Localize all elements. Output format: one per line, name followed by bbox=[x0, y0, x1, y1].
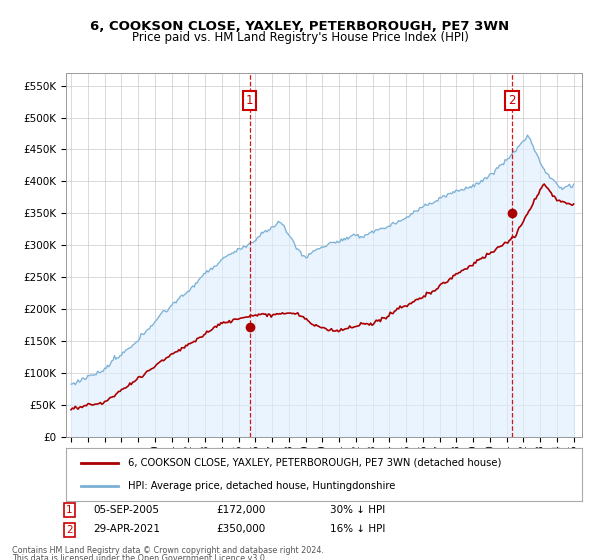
Text: 29-APR-2021: 29-APR-2021 bbox=[93, 524, 160, 534]
Text: 1: 1 bbox=[246, 94, 254, 106]
Text: 2: 2 bbox=[508, 94, 516, 106]
Text: 16% ↓ HPI: 16% ↓ HPI bbox=[330, 524, 385, 534]
Text: 30% ↓ HPI: 30% ↓ HPI bbox=[330, 505, 385, 515]
Text: £172,000: £172,000 bbox=[216, 505, 265, 515]
Text: 6, COOKSON CLOSE, YAXLEY, PETERBOROUGH, PE7 3WN: 6, COOKSON CLOSE, YAXLEY, PETERBOROUGH, … bbox=[91, 20, 509, 32]
Text: 1: 1 bbox=[66, 505, 73, 515]
Text: This data is licensed under the Open Government Licence v3.0.: This data is licensed under the Open Gov… bbox=[12, 554, 268, 560]
Text: HPI: Average price, detached house, Huntingdonshire: HPI: Average price, detached house, Hunt… bbox=[128, 481, 395, 491]
Text: £350,000: £350,000 bbox=[216, 524, 265, 534]
Text: Contains HM Land Registry data © Crown copyright and database right 2024.: Contains HM Land Registry data © Crown c… bbox=[12, 546, 324, 555]
Text: 6, COOKSON CLOSE, YAXLEY, PETERBOROUGH, PE7 3WN (detached house): 6, COOKSON CLOSE, YAXLEY, PETERBOROUGH, … bbox=[128, 458, 501, 468]
Text: 2: 2 bbox=[66, 525, 73, 535]
Text: Price paid vs. HM Land Registry's House Price Index (HPI): Price paid vs. HM Land Registry's House … bbox=[131, 31, 469, 44]
Text: 05-SEP-2005: 05-SEP-2005 bbox=[93, 505, 159, 515]
